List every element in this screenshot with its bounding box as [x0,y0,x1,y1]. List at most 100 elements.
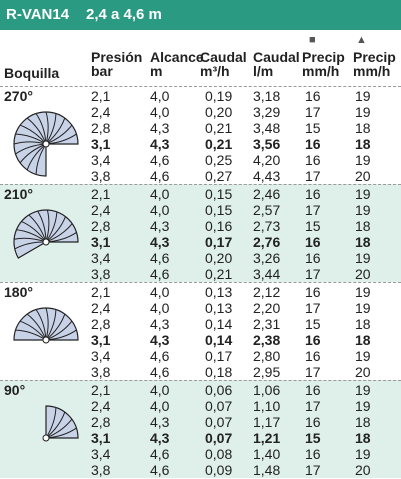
table-cell: 18 [355,120,371,136]
nozzle-pattern-icon [13,111,79,177]
square-icon: ■ [309,34,316,46]
table-cell: 4,6 [150,168,170,184]
table-cell: 0,17 [205,348,233,364]
section-divider [0,282,401,283]
table-cell: 16 [305,250,321,266]
table-cell: 4,3 [150,136,170,152]
table-cell: 0,07 [205,414,233,430]
table-cell: 19 [355,202,371,218]
table-cell: 16 [305,446,321,462]
table-cell: 16 [305,382,321,398]
table-cell: 15 [305,120,321,136]
table-cell: 18 [355,234,371,250]
table-cell: 2,1 [91,186,111,202]
table-row: 3,1 4,3 0,07 1,21 15 18 [0,430,401,446]
table-cell: 0,15 [205,202,233,218]
table-cell: 0,07 [205,430,233,446]
table-cell: 18 [355,218,371,234]
table-cell: 2,95 [253,364,281,380]
table-cell: 0,08 [205,446,233,462]
table-cell: 16 [305,414,321,430]
table-cell: 4,0 [150,398,170,414]
table-cell: 2,46 [253,186,281,202]
header-caudal-m3h-title: Caudal [200,49,247,65]
title-banner: R-VAN14 2,4 a 4,6 m [0,0,401,30]
table-cell: 2,73 [253,218,281,234]
table-cell: 16 [305,348,321,364]
table-cell: 18 [355,316,371,332]
table-cell: 20 [355,266,371,282]
nozzle-pattern-icon [13,209,79,259]
table-cell: 4,3 [150,316,170,332]
table-cell: 16 [305,284,321,300]
table-cell: 4,6 [150,364,170,380]
nozzle-angle: 270° [4,88,33,104]
table-cell: 0,14 [205,332,233,348]
table-row: 2,4 4,0 0,15 2,57 17 19 [0,202,401,218]
table-cell: 2,4 [91,104,111,120]
table-cell: 4,0 [150,104,170,120]
table-cell: 18 [355,430,371,446]
table-cell: 0,13 [205,284,233,300]
table-cell: 17 [305,104,321,120]
header-precip-triangle: Precip mm/h [353,50,396,78]
header-presion: Presión bar [91,50,142,78]
header-alcance-unit: m [150,63,163,79]
table-cell: 3,4 [91,152,111,168]
table-cell: 4,43 [253,168,281,184]
table-cell: 0,19 [205,88,233,104]
table-row: 2,8 4,3 0,07 1,17 16 18 [0,414,401,430]
table-row: 2,4 4,0 0,20 3,29 17 19 [0,104,401,120]
table-cell: 4,3 [150,414,170,430]
header-boquilla-title: Boquilla [4,65,60,81]
table-cell: 1,21 [253,430,281,446]
table-cell: 19 [355,284,371,300]
table-cell: 0,09 [205,462,233,478]
section-divider [0,184,401,185]
table-cell: 3,1 [91,234,111,250]
table-cell: 1,40 [253,446,281,462]
table-cell: 20 [355,168,371,184]
header-precip-square-title: Precip [302,49,345,65]
table-cell: 16 [305,152,321,168]
table-row: 2,1 4,0 0,13 2,12 16 19 [0,284,401,300]
header-caudal-m3h: Caudal m³/h [200,50,247,78]
table-cell: 4,0 [150,300,170,316]
table-cell: 3,8 [91,462,111,478]
table-cell: 19 [355,348,371,364]
table-cell: 17 [305,398,321,414]
table-cell: 2,57 [253,202,281,218]
table-cell: 2,8 [91,120,111,136]
nozzle-section: 210° 2,1 4,0 0,15 2,46 16 19 2,4 4,0 0,15 2,57 17 19… [0,184,401,282]
nozzle-angle: 210° [4,186,33,202]
table-cell: 3,4 [91,250,111,266]
table-cell: 3,8 [91,364,111,380]
table-cell: 4,0 [150,382,170,398]
table-cell: 16 [305,332,321,348]
table-cell: 3,4 [91,446,111,462]
table-cell: 15 [305,316,321,332]
table-cell: 3,1 [91,332,111,348]
table-cell: 2,8 [91,414,111,430]
table-cell: 2,76 [253,234,281,250]
table-row: 3,1 4,3 0,21 3,56 16 18 [0,136,401,152]
table-cell: 17 [305,462,321,478]
table-row: 3,4 4,6 0,20 3,26 16 19 [0,250,401,266]
nozzle-section: 90° 2,1 4,0 0,06 1,06 16 19 2,4 4,0 0,07 1,10 17 19 2… [0,380,401,478]
table-cell: 15 [305,218,321,234]
table-row: 3,8 4,6 0,09 1,48 17 20 [0,462,401,478]
table-cell: 0,16 [205,218,233,234]
table-cell: 3,4 [91,348,111,364]
table-cell: 18 [355,136,371,152]
table-cell: 0,21 [205,136,233,152]
table-row: 3,4 4,6 0,17 2,80 16 19 [0,348,401,364]
nozzle-angle: 180° [4,284,33,300]
table-cell: 18 [355,414,371,430]
header-boquilla: Boquilla [4,66,59,80]
table-row: 2,1 4,0 0,06 1,06 16 19 [0,382,401,398]
column-header: Boquilla Presión bar Alcance m Caudal m³… [0,32,401,84]
table-cell: 17 [305,168,321,184]
table-row: 3,1 4,3 0,14 2,38 16 18 [0,332,401,348]
table-cell: 4,3 [150,120,170,136]
nozzle-pattern-icon [42,405,79,442]
